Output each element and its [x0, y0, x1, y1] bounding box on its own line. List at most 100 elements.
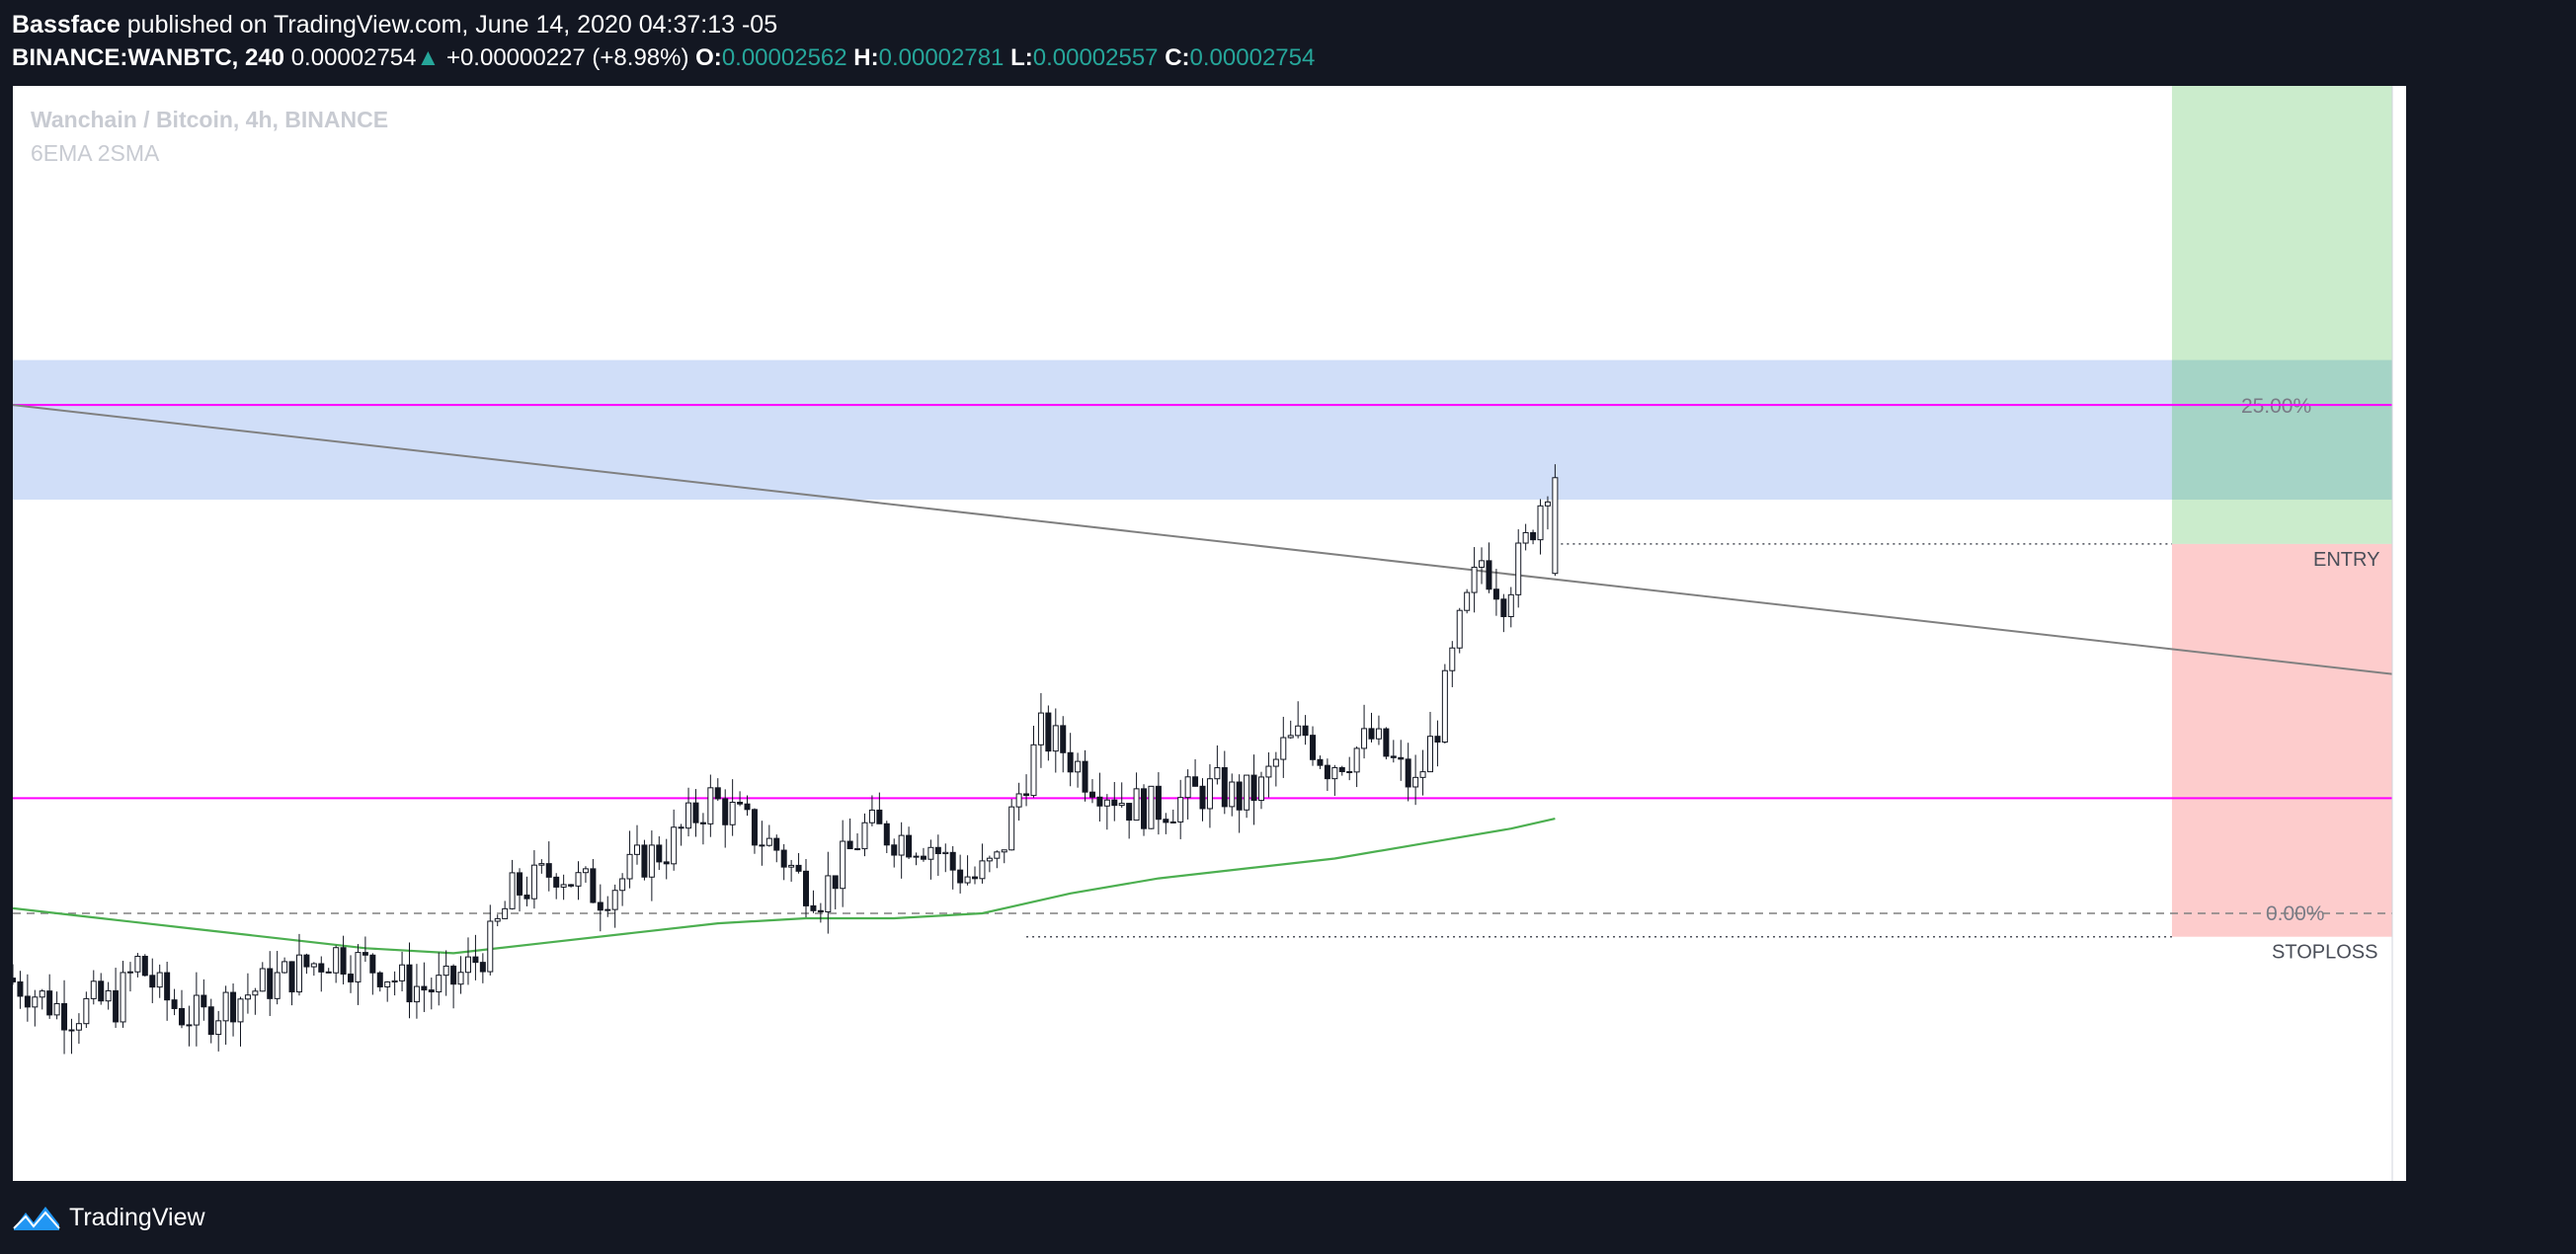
- candle: [538, 863, 545, 866]
- candle: [134, 956, 141, 973]
- candle: [1537, 505, 1544, 541]
- candle: [744, 803, 751, 811]
- candle: [1265, 765, 1272, 778]
- candle: [141, 956, 148, 977]
- candle: [472, 956, 479, 964]
- candle: [517, 872, 523, 896]
- candle: [494, 917, 501, 922]
- author-name[interactable]: Bassface: [12, 11, 121, 39]
- candle: [927, 846, 934, 860]
- trend-line[interactable]: [13, 404, 2393, 675]
- candle: [1155, 785, 1162, 821]
- chart-title: Wanchain / Bitcoin, 4h, BINANCE: [31, 107, 389, 132]
- candle: [986, 857, 993, 862]
- candle: [46, 990, 53, 1016]
- publish-info: Bassface published on TradingView.com, J…: [12, 8, 1315, 41]
- candle: [891, 844, 898, 856]
- candle: [898, 834, 905, 856]
- candle: [1331, 766, 1338, 780]
- candle: [282, 961, 288, 974]
- candle: [1398, 756, 1405, 760]
- candle: [1515, 542, 1522, 595]
- candle: [1177, 797, 1184, 823]
- candle: [553, 876, 560, 888]
- candle: [75, 1023, 82, 1031]
- candle: [825, 875, 832, 912]
- candle: [568, 884, 575, 887]
- chart-panel[interactable]: 25.00% 0.00% ENTRY STOPLOSS Wanchain / Bitc…: [13, 86, 2406, 1181]
- last-price: 0.00002754: [290, 44, 417, 71]
- candle: [1236, 781, 1243, 811]
- candle: [972, 876, 979, 880]
- low-label: L:: [1010, 44, 1033, 71]
- candle: [1096, 796, 1103, 807]
- candle: [443, 965, 449, 977]
- candle: [840, 840, 846, 890]
- publish-text: published on TradingView.com, June 14, 2…: [126, 11, 778, 39]
- candle: [1037, 712, 1044, 745]
- candle: [237, 998, 244, 1023]
- tradingview-logo-icon[interactable]: [12, 1203, 61, 1232]
- candle: [876, 809, 883, 824]
- brand-label[interactable]: TradingView: [69, 1203, 205, 1231]
- candle: [399, 964, 406, 981]
- zone-overlap: [2171, 359, 2392, 500]
- candle: [13, 978, 16, 982]
- candle: [957, 869, 964, 884]
- candle: [428, 989, 435, 993]
- candle: [868, 809, 875, 823]
- candle: [1368, 728, 1375, 740]
- candle: [1426, 736, 1433, 773]
- candle: [406, 964, 413, 1003]
- candle: [846, 840, 853, 850]
- candle: [934, 846, 941, 855]
- candle: [222, 991, 229, 1022]
- candle: [575, 872, 582, 887]
- candle: [355, 952, 362, 982]
- candle: [1479, 560, 1486, 568]
- candle: [788, 864, 795, 868]
- candle: [340, 947, 347, 975]
- candle: [1456, 609, 1463, 649]
- price-axis[interactable]: [2392, 86, 2406, 1181]
- candle: [1118, 803, 1125, 807]
- candle: [120, 972, 126, 1023]
- candle: [1287, 735, 1294, 739]
- candle: [729, 801, 736, 825]
- candle: [1060, 725, 1067, 753]
- candle: [1552, 477, 1559, 575]
- candle: [1199, 785, 1206, 810]
- candle: [590, 868, 597, 903]
- position-stop-zone[interactable]: [2171, 543, 2392, 937]
- candle: [310, 963, 317, 968]
- candle: [530, 864, 537, 900]
- candle: [384, 980, 391, 987]
- footer: TradingView: [12, 1203, 205, 1232]
- candle: [215, 1020, 222, 1036]
- candle: [295, 954, 302, 993]
- candle: [1206, 778, 1213, 810]
- candle: [759, 844, 765, 847]
- candle: [1008, 806, 1015, 851]
- candle: [186, 1024, 193, 1027]
- candle: [1464, 591, 1471, 611]
- candle: [1390, 755, 1397, 758]
- indicator-label: 6EMA 2SMA: [31, 140, 160, 166]
- candle: [53, 1002, 60, 1016]
- candle: [1023, 793, 1030, 797]
- candle: [1302, 725, 1309, 737]
- candle: [348, 973, 355, 982]
- candle: [1441, 669, 1448, 744]
- low-value: 0.00002557: [1032, 44, 1159, 71]
- candle: [325, 971, 332, 974]
- candle: [413, 985, 420, 1003]
- candle: [1361, 728, 1368, 749]
- candle: [98, 980, 105, 1002]
- candle: [641, 844, 648, 878]
- candle: [24, 995, 31, 1008]
- candle: [156, 972, 163, 988]
- candle: [1530, 531, 1537, 541]
- candle: [1103, 799, 1110, 807]
- close-value: 0.00002754: [1189, 44, 1316, 71]
